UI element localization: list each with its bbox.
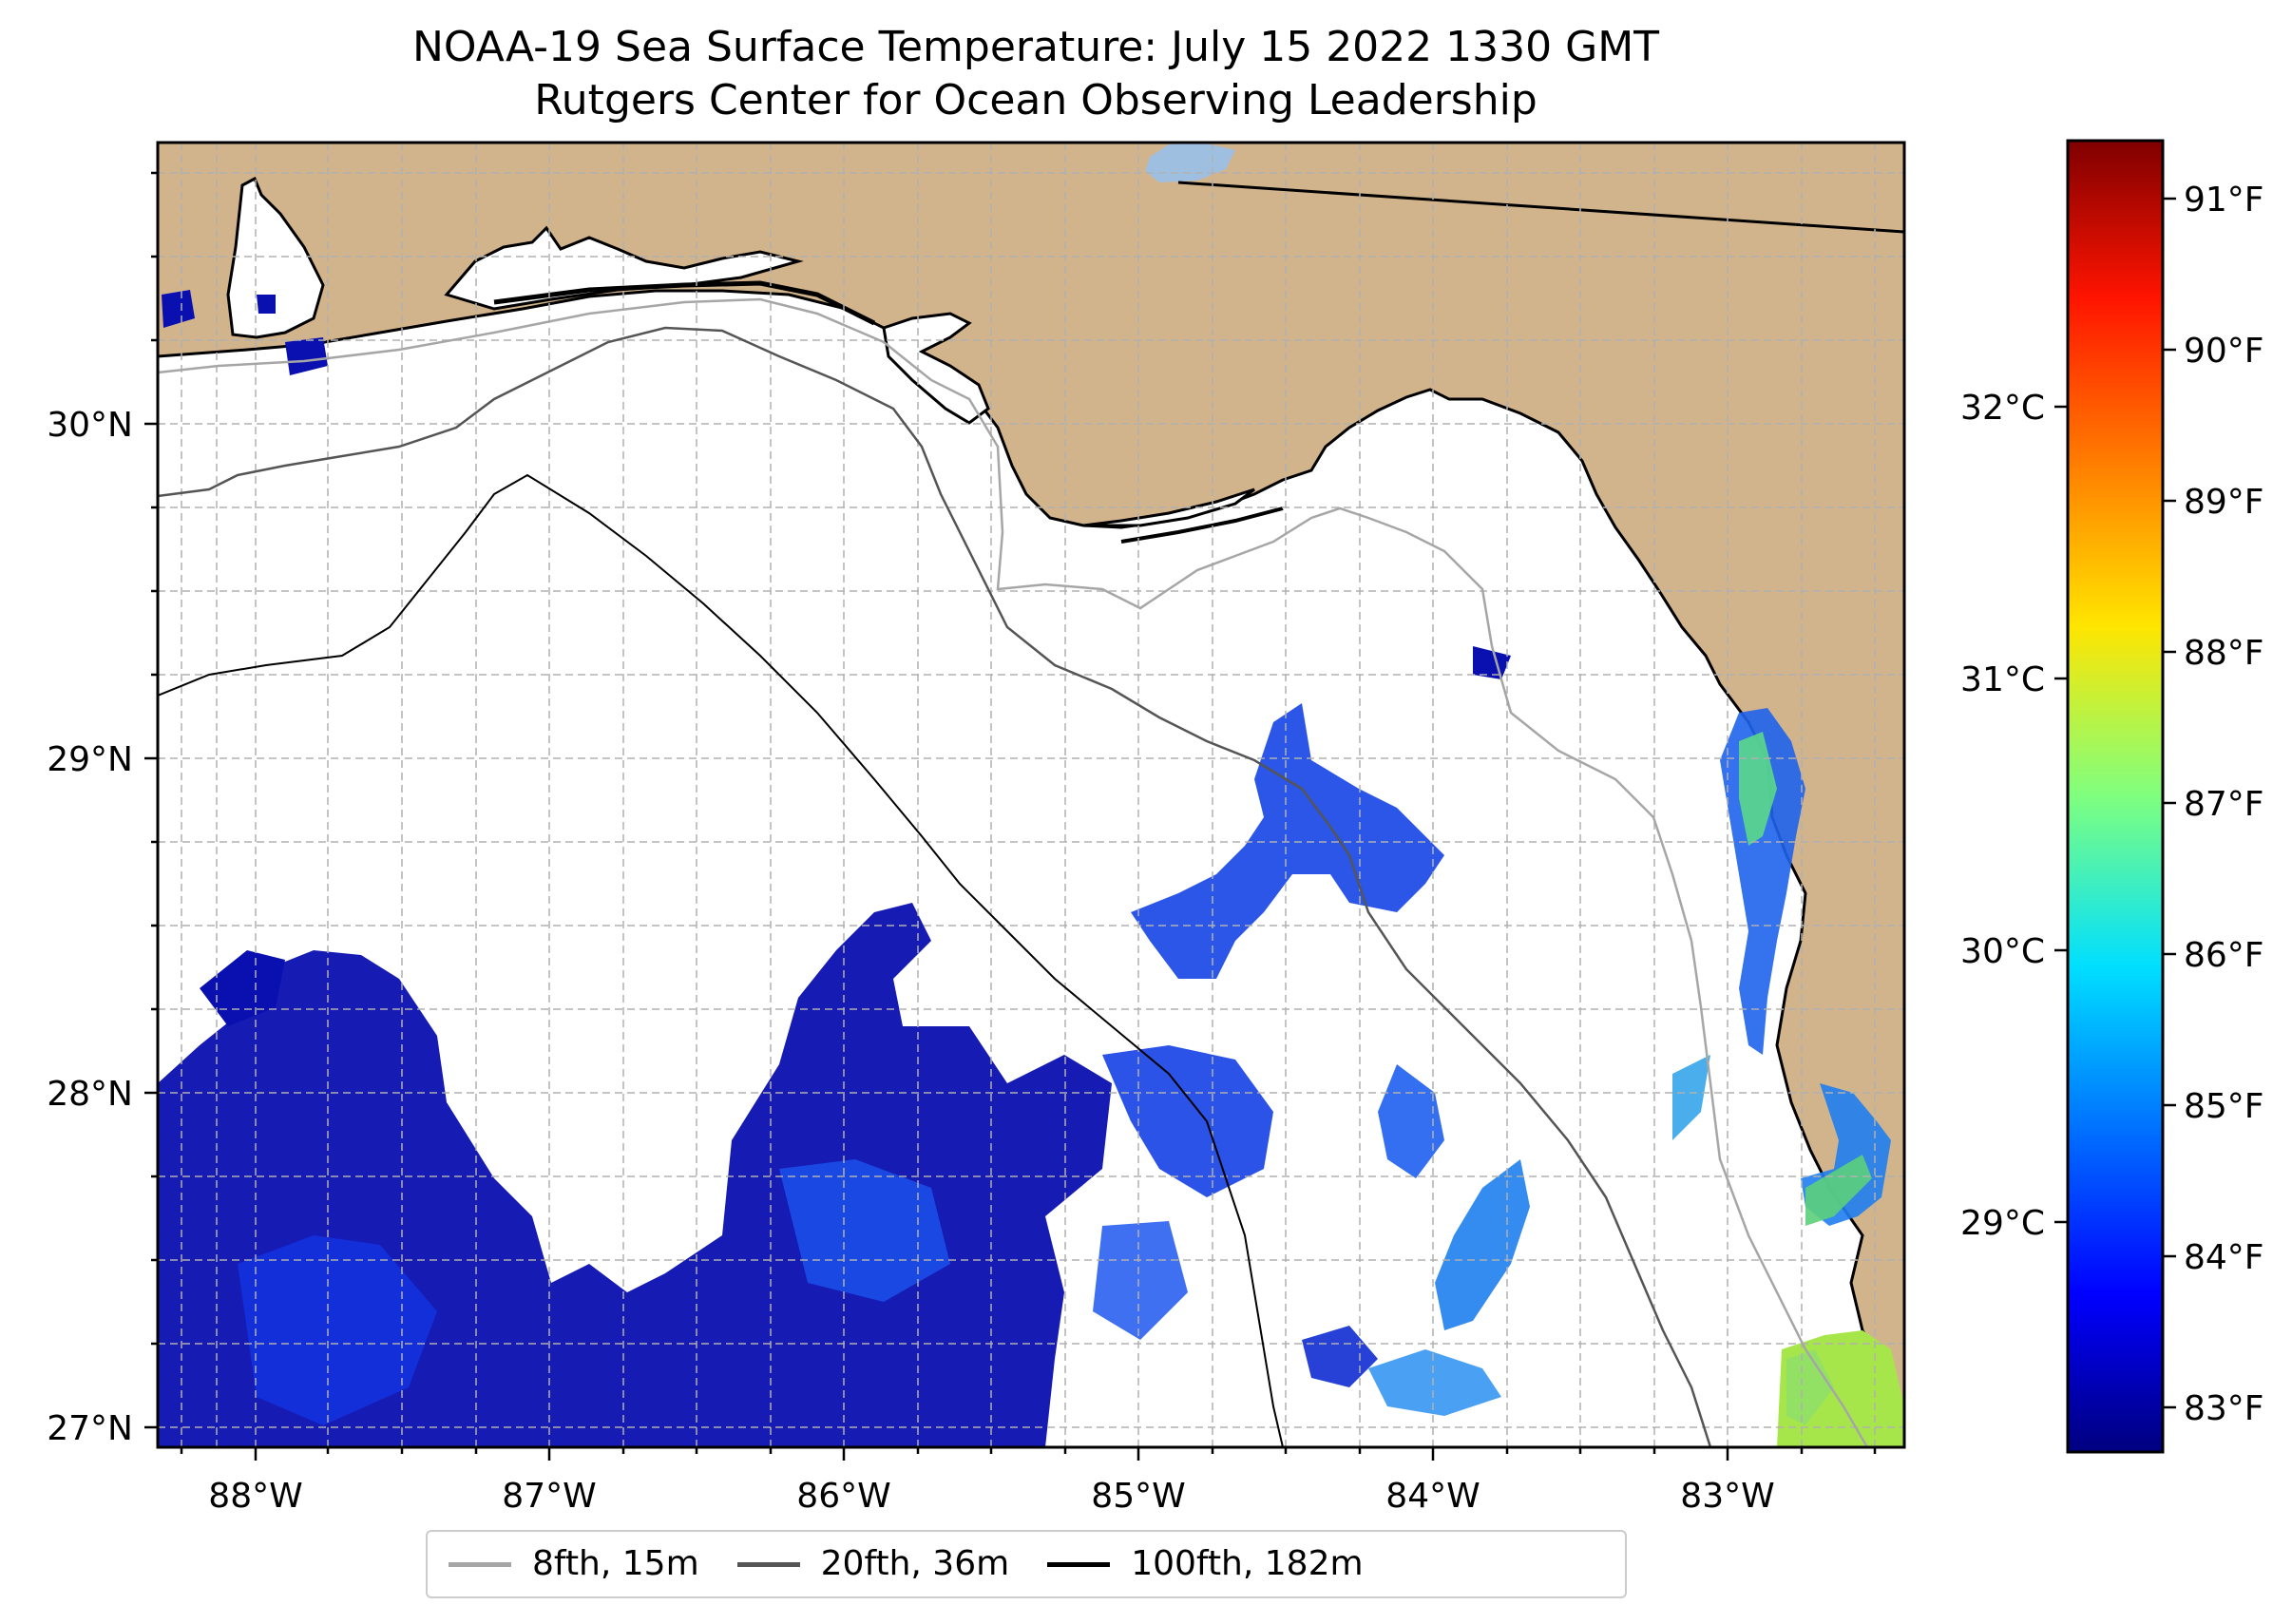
x-tick-label: 84°W	[1385, 1477, 1480, 1516]
barrier-island	[493, 280, 876, 326]
colorbar-f-label: 84°F	[2184, 1238, 2264, 1277]
colorbar-f-label: 85°F	[2184, 1087, 2264, 1126]
legend-line-20fth	[736, 1561, 800, 1567]
legend-label: 100fth, 182m	[1131, 1544, 1364, 1583]
plot-frame	[156, 141, 1906, 1449]
y-tick-label: 29°N	[47, 740, 133, 779]
legend-label: 20fth, 36m	[820, 1544, 1010, 1583]
y-tick-label: 28°N	[47, 1075, 133, 1114]
legend-item-100fth: 100fth, 182m	[1047, 1544, 1364, 1583]
colorbar	[2068, 141, 2163, 1452]
mobile-bay	[226, 176, 325, 339]
legend-item-8fth: 8fth, 15m	[449, 1545, 699, 1583]
colorbar-f-label: 91°F	[2184, 181, 2264, 220]
colorbar-f-label: 90°F	[2184, 332, 2264, 371]
colorbar-f-label: 89°F	[2184, 483, 2264, 522]
map-title-line-2: Rutgers Center for Ocean Observing Leade…	[534, 76, 1538, 124]
x-ticks	[180, 1447, 1877, 1461]
sst-data-overlay	[158, 290, 1904, 1447]
colorbar-c-label: 29°C	[1960, 1204, 2045, 1243]
contour-100fth	[158, 473, 1284, 1447]
x-tick-label: 85°W	[1091, 1477, 1185, 1516]
gridlines	[158, 143, 1904, 1447]
legend-line-8fth	[449, 1561, 511, 1567]
colorbar-f-label: 88°F	[2184, 634, 2264, 673]
colorbar-c-label: 30°C	[1960, 932, 2045, 971]
legend-line-100fth	[1047, 1561, 1111, 1567]
x-tick-label: 83°W	[1680, 1477, 1774, 1516]
x-tick-label: 87°W	[502, 1477, 596, 1516]
colorbar-f-label: 83°F	[2184, 1389, 2264, 1428]
colorbar-f-ticks	[2163, 197, 2176, 1409]
y-tick-label: 27°N	[47, 1409, 133, 1448]
colorbar-frame	[2066, 139, 2165, 1454]
contour-legend: 8fth, 15m 20fth, 36m 100fth, 182m	[426, 1530, 1627, 1598]
y-tick-label: 30°N	[47, 406, 133, 445]
contour-8fth	[158, 297, 1869, 1447]
colorbar-f-label: 87°F	[2184, 785, 2264, 824]
contour-20fth	[158, 326, 1712, 1447]
x-tick-label: 88°W	[208, 1477, 302, 1516]
state-boundary	[1177, 181, 1904, 234]
land-area	[158, 143, 1904, 1447]
legend-label: 8fth, 15m	[532, 1544, 699, 1583]
colorbar-c-ticks	[2054, 405, 2068, 1224]
x-tick-label: 86°W	[796, 1477, 890, 1516]
y-ticks	[144, 171, 158, 1429]
barrier-island	[1120, 506, 1284, 544]
map-title-line-1: NOAA-19 Sea Surface Temperature: July 15…	[411, 23, 1660, 71]
colorbar-f-label: 86°F	[2184, 936, 2264, 975]
colorbar-c-label: 31°C	[1960, 660, 2045, 699]
colorbar-c-label: 32°C	[1960, 389, 2045, 428]
legend-item-20fth: 20fth, 36m	[736, 1544, 1010, 1583]
